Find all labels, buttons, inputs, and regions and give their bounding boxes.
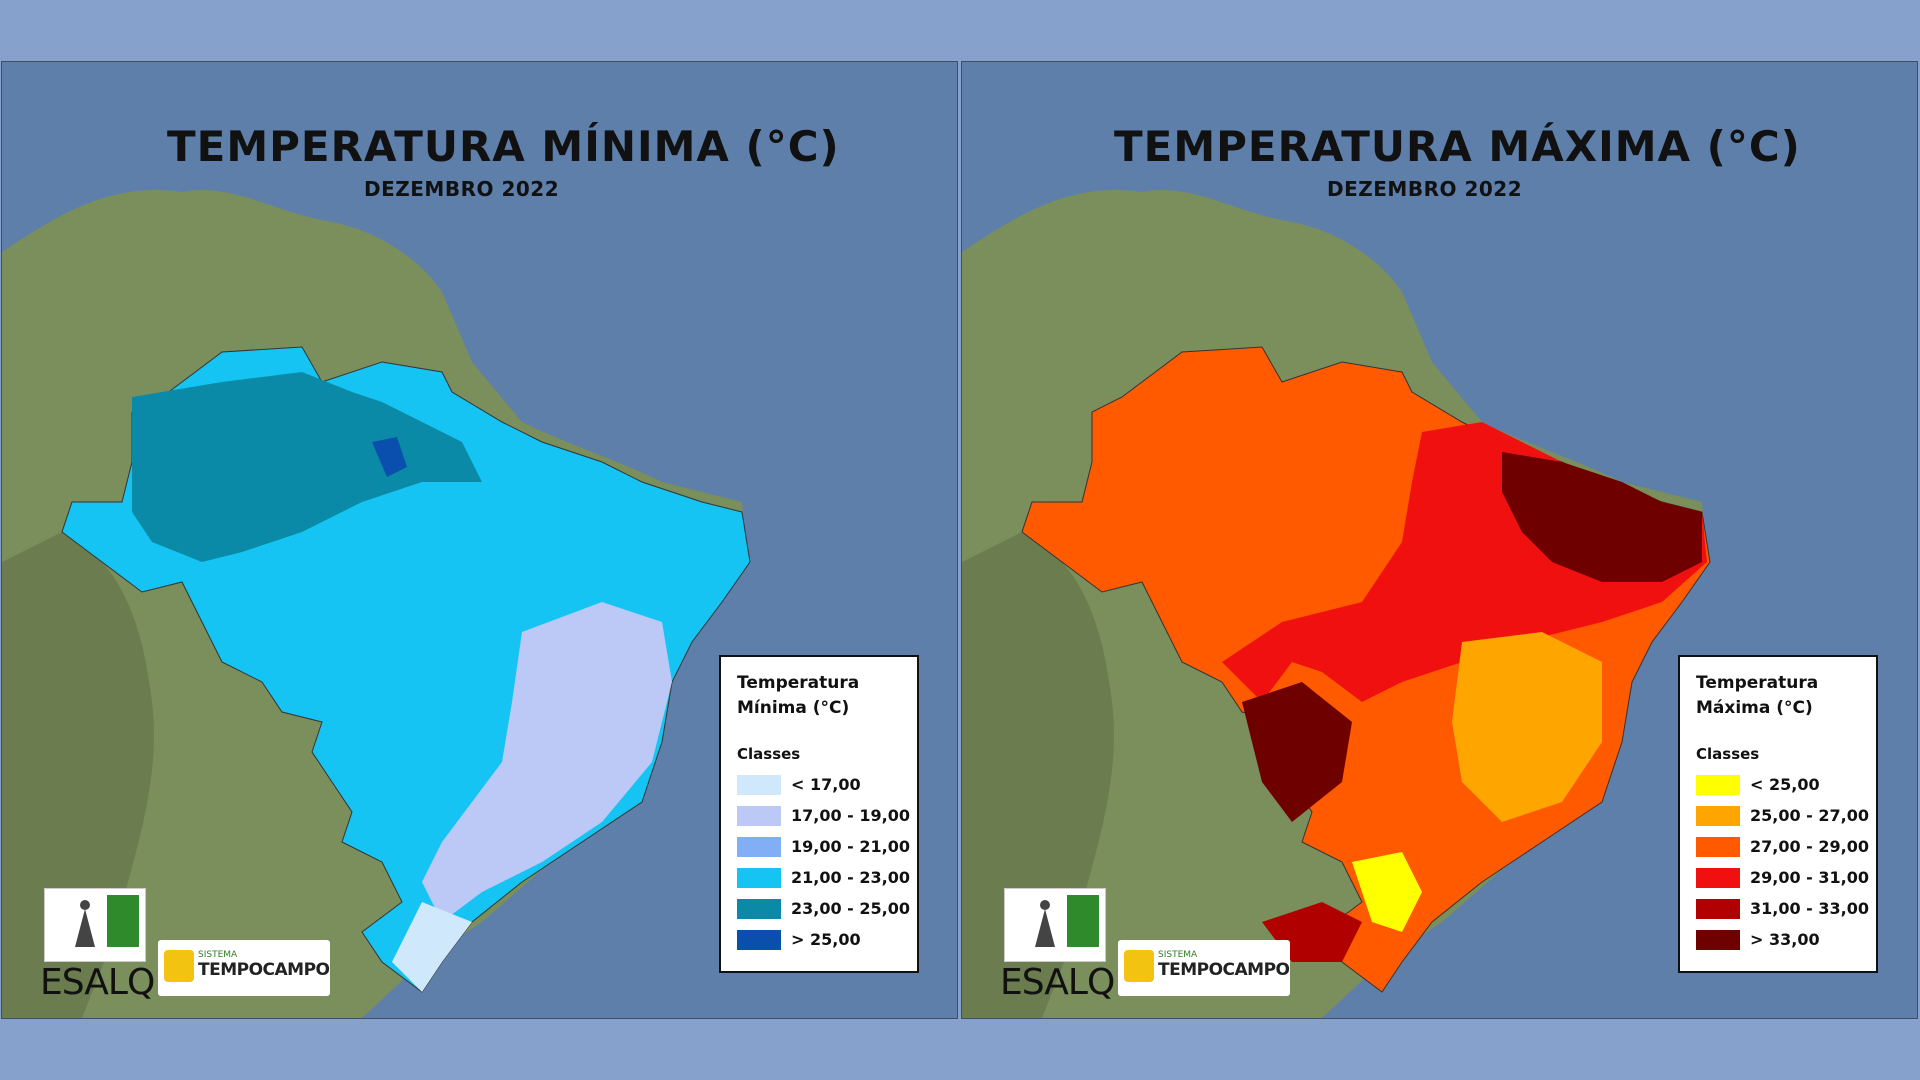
legend-swatch [737, 774, 781, 795]
legend: Temperatura Máxima (°C) Classes < 25,00 … [1678, 655, 1878, 973]
legend-label: > 25,00 [791, 930, 861, 949]
legend-classes-label: Classes [737, 745, 801, 763]
esalq-shield-icon [1004, 888, 1106, 962]
legend-item: 21,00 - 23,00 [737, 862, 910, 893]
legend-label: 25,00 - 27,00 [1750, 806, 1869, 825]
legend-label: < 25,00 [1750, 775, 1820, 794]
legend-item: 31,00 - 33,00 [1696, 893, 1869, 924]
legend-label: 21,00 - 23,00 [791, 868, 910, 887]
tempocampo-small-text: SISTEMA [198, 950, 238, 960]
legend-swatch [1696, 774, 1740, 795]
hottest-center-west-zone [1242, 682, 1352, 822]
tempocampo-big-text: TEMPOCAMPO [1158, 960, 1290, 980]
legend-title: Temperatura Mínima (°C) [737, 673, 860, 718]
tempocampo-sun-icon [1124, 950, 1154, 982]
tempocampo-sun-icon [164, 950, 194, 982]
legend-label: 19,00 - 21,00 [791, 837, 910, 856]
legend-title: Temperatura Máxima (°C) [1696, 673, 1819, 718]
legend-item: > 33,00 [1696, 924, 1860, 955]
legend-label: 31,00 - 33,00 [1750, 899, 1869, 918]
esalq-shield-icon [44, 888, 146, 962]
map-subtitle: DEZEMBRO 2022 [364, 177, 560, 201]
minimum-temperature-map-panel: TEMPERATURA MÍNIMA (°C) DEZEMBRO 2022 Te… [1, 61, 958, 1019]
legend-swatch [737, 898, 781, 919]
legend-item: > 25,00 [737, 924, 901, 955]
legend-item: 29,00 - 31,00 [1696, 862, 1869, 893]
legend-swatch [1696, 867, 1740, 888]
legend-swatch [737, 929, 781, 950]
legend-item: 17,00 - 19,00 [737, 800, 910, 831]
legend: Temperatura Mínima (°C) Classes < 17,00 … [719, 655, 919, 973]
maximum-temperature-map-panel: TEMPERATURA MÁXIMA (°C) DEZEMBRO 2022 Te… [961, 61, 1918, 1019]
legend-swatch [1696, 836, 1740, 857]
amazon-warm-zone [132, 372, 482, 562]
legend-item: 19,00 - 21,00 [737, 831, 910, 862]
legend-label: 17,00 - 19,00 [791, 806, 910, 825]
mild-southeast-zone [1452, 632, 1602, 822]
legend-swatch [1696, 929, 1740, 950]
legend-label: < 17,00 [791, 775, 861, 794]
tempocampo-small-text: SISTEMA [1158, 950, 1198, 960]
legend-classes-label: Classes [1696, 745, 1760, 763]
coolest-south-zone [392, 902, 472, 992]
legend-label: 23,00 - 25,00 [791, 899, 910, 918]
legend-item: 27,00 - 29,00 [1696, 831, 1869, 862]
legend-item: 23,00 - 25,00 [737, 893, 910, 924]
tempocampo-big-text: TEMPOCAMPO [198, 960, 330, 980]
legend-swatch [1696, 898, 1740, 919]
legend-label: > 33,00 [1750, 930, 1820, 949]
legend-item: < 17,00 [737, 769, 901, 800]
esalq-logo: ESALQ [1000, 888, 1115, 1004]
tempocampo-logo: SISTEMA TEMPOCAMPO [1118, 940, 1290, 996]
legend-label: 27,00 - 29,00 [1750, 837, 1869, 856]
legend-label: 29,00 - 31,00 [1750, 868, 1869, 887]
esalq-logo: ESALQ [40, 888, 155, 1004]
legend-swatch [1696, 805, 1740, 826]
map-title: TEMPERATURA MÍNIMA (°C) [167, 122, 840, 171]
map-subtitle: DEZEMBRO 2022 [1327, 177, 1523, 201]
esalq-text: ESALQ [1000, 962, 1115, 1003]
cool-southeast-zone [422, 602, 672, 922]
max-min-zone [372, 437, 407, 477]
esalq-text: ESALQ [40, 962, 155, 1003]
map-title: TEMPERATURA MÁXIMA (°C) [1114, 122, 1801, 171]
legend-swatch [737, 805, 781, 826]
minimum-temperature-map [2, 62, 957, 1018]
legend-item: 25,00 - 27,00 [1696, 800, 1869, 831]
legend-swatch [737, 836, 781, 857]
coolest-south-zone [1352, 852, 1422, 932]
legend-swatch [737, 867, 781, 888]
hottest-northeast-zone [1502, 452, 1702, 582]
tempocampo-logo: SISTEMA TEMPOCAMPO [158, 940, 330, 996]
legend-item: < 25,00 [1696, 769, 1860, 800]
